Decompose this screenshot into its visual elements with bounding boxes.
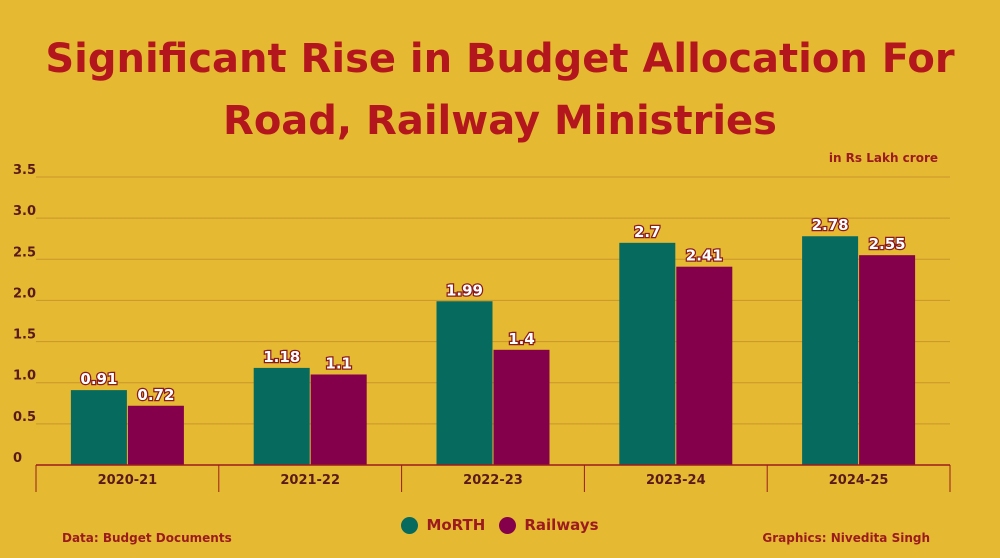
y-tick-label: 2.0 <box>13 286 36 301</box>
legend-label-morth: MoRTH <box>426 516 486 534</box>
unit-note: in Rs Lakh crore <box>828 151 938 165</box>
data-label: 2.7 <box>634 223 661 241</box>
legend-swatch-morth <box>401 516 419 534</box>
bar-railways-2020-21 <box>127 405 184 465</box>
bar-railways-2021-22 <box>310 374 367 465</box>
data-label: 1.99 <box>446 281 483 299</box>
legend-swatch-railways <box>499 516 517 534</box>
source-note: Data: Budget Documents <box>62 531 232 545</box>
bar-morth-2020-21 <box>70 390 127 465</box>
x-tick-label: 2021-22 <box>280 473 340 488</box>
data-labels: 0.91 0.72 1.18 1.1 1.99 1.4 2.7 2.41 2.78 2.55 <box>79 215 907 405</box>
gridlines <box>36 176 950 425</box>
legend-item-morth: MoRTH <box>401 516 485 534</box>
legend: MoRTH Railways <box>0 516 1000 534</box>
bar-morth-2021-22 <box>253 367 310 465</box>
legend-label-railways: Railways <box>524 516 599 534</box>
bar-morth-2023-24 <box>619 242 676 465</box>
data-label: 1.1 <box>325 354 352 372</box>
data-label: 0.91 <box>80 370 117 388</box>
y-tick-labels: 0 0.5 1.0 1.5 2.0 2.5 3.0 3.5 <box>13 163 36 466</box>
x-axis <box>35 464 951 492</box>
bar-railways-2022-23 <box>493 349 550 465</box>
x-tick-labels: 2020-21 2021-22 2022-23 2023-24 2024-25 <box>98 473 889 488</box>
bars <box>70 236 916 465</box>
bar-morth-2022-23 <box>436 301 493 465</box>
data-label: 2.41 <box>686 247 723 265</box>
x-tick-label: 2020-21 <box>98 473 158 488</box>
y-tick-label: 1.5 <box>13 328 36 343</box>
y-tick-label: 0 <box>13 451 22 466</box>
chart-title: Significant Rise in Budget Allocation Fo… <box>45 36 955 144</box>
x-tick-label: 2023-24 <box>646 473 706 488</box>
bar-railways-2023-24 <box>676 266 733 465</box>
bar-railways-2024-25 <box>859 255 916 465</box>
data-label: 2.55 <box>869 235 906 253</box>
legend-item-railways: Railways <box>499 516 599 534</box>
data-label: 2.78 <box>812 216 849 234</box>
data-label: 1.18 <box>263 348 300 366</box>
data-label: 0.72 <box>137 386 174 404</box>
data-label: 1.4 <box>508 330 535 348</box>
y-tick-label: 3.0 <box>13 204 36 219</box>
y-tick-label: 1.0 <box>13 369 36 384</box>
y-tick-label: 0.5 <box>13 410 36 425</box>
x-tick-label: 2024-25 <box>829 473 889 488</box>
y-tick-label: 2.5 <box>13 245 36 260</box>
bar-morth-2024-25 <box>802 236 859 465</box>
credit-note: Graphics: Nivedita Singh <box>762 531 930 545</box>
x-tick-label: 2022-23 <box>463 473 523 488</box>
y-tick-label: 3.5 <box>13 163 36 178</box>
